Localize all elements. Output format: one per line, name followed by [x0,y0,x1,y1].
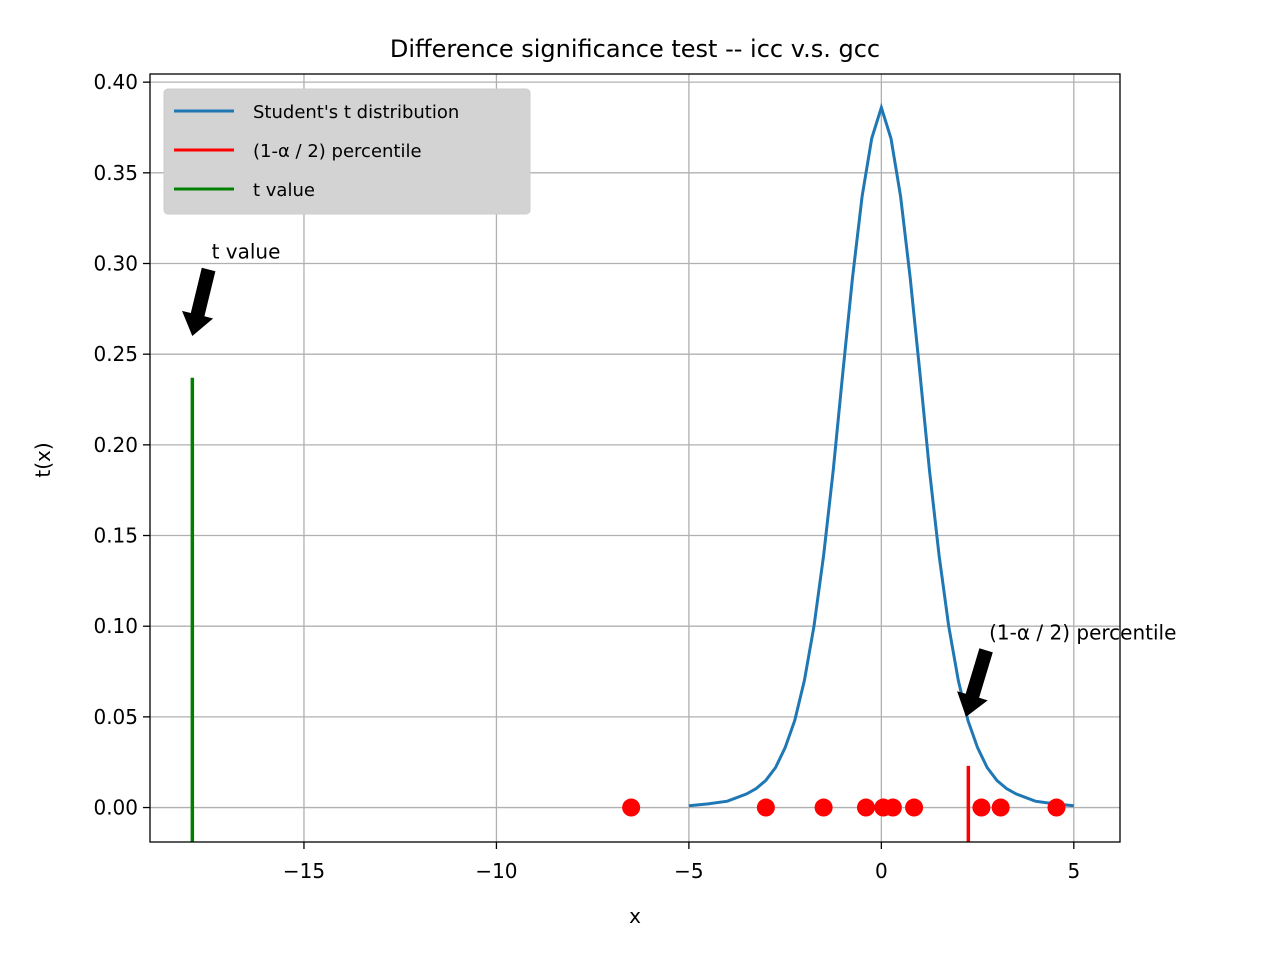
annotation-text: t value [212,240,281,264]
legend: Student's t distribution (1-α / 2) percen… [163,88,531,215]
x-tick-label: 5 [1067,859,1080,883]
y-axis-label: t(x) [31,442,55,477]
y-tick-label: 0.15 [93,524,138,548]
x-tick-label: 0 [875,859,888,883]
annotation-arrow [957,648,993,717]
t-distribution-line [688,102,1074,808]
sample-point [756,798,775,817]
legend-label: Student's t distribution [253,102,459,123]
y-tick-label: 0.25 [93,342,138,366]
annotation-text: (1-α / 2) percentile [989,620,1176,644]
legend-label: t value [253,180,315,201]
legend-label: (1-α / 2) percentile [253,141,422,162]
y-tick-label: 0.10 [93,614,138,638]
axis-ticks: −15 −10 −5 0 5 0.00 0.05 0.10 0.15 0.20 0.25 0.30 0.… [93,70,1080,883]
legend-box [163,88,531,215]
x-tick-label: −10 [475,859,517,883]
sample-point [991,798,1010,817]
sample-point [883,798,902,817]
x-axis-label: x [629,904,641,928]
chart-title: Difference significance test -- icc v.s.… [390,35,880,63]
grid [150,74,1120,842]
y-tick-label: 0.20 [93,433,138,457]
plot-frame [149,73,1121,843]
x-tick-label: −15 [283,859,325,883]
y-tick-label: 0.00 [93,796,138,820]
annotations: t value (1-α / 2) percentile [182,240,1176,717]
sample-point [1047,798,1066,817]
x-tick-label: −5 [674,859,703,883]
plot-marks [190,102,1074,842]
sample-point [814,798,833,817]
y-tick-label: 0.40 [93,70,138,94]
y-tick-label: 0.30 [93,252,138,276]
sample-point [905,798,924,817]
annotation-arrow [182,267,216,336]
sample-point [972,798,991,817]
y-tick-label: 0.35 [93,161,138,185]
sample-point [622,798,641,817]
sample-point [856,798,875,817]
y-tick-label: 0.05 [93,705,138,729]
